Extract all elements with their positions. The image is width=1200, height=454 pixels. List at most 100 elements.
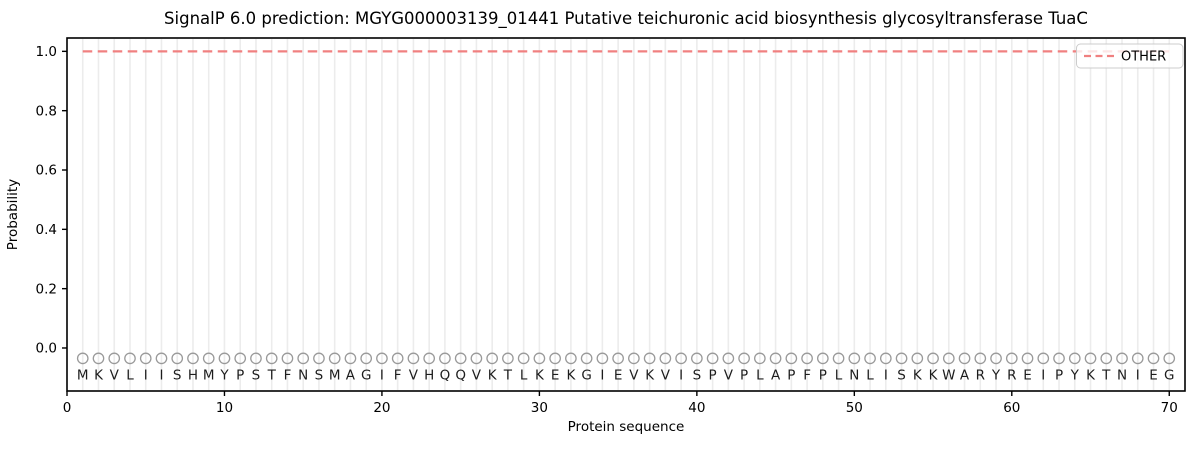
residue-marker-circle [659,352,672,365]
residue-marker-circle [313,352,325,365]
residue-letter: S [173,367,182,383]
chart-title: SignalP 6.0 prediction: MGYG000003139_01… [164,9,1088,29]
x-axis-ticks: 0 10 20 30 40 50 60 70 [63,391,1178,416]
residue-letter: V [409,367,419,383]
residue-marker-circle [549,352,561,365]
residue-marker-circle [753,352,766,365]
residue-letter: N [849,367,859,383]
residue-letter: N [1117,367,1127,383]
residue-letter: E [1023,367,1032,383]
residue-marker-circle [1116,352,1128,365]
residue-marker-circle [1021,352,1034,365]
residue-letter: I [159,367,163,383]
residue-letter: I [144,367,148,383]
legend: OTHER [1076,43,1184,69]
residue-letter: I [380,367,384,383]
legend-box [1076,43,1184,69]
residue-marker-circle [990,352,1002,365]
residue-letter: Y [219,367,229,383]
residue-marker-circle [895,352,908,365]
residue-letter: H [424,367,434,383]
residue-letter: R [976,367,985,383]
residue-letter: L [520,367,528,383]
residue-letter: K [488,367,498,383]
residue-letter: Y [1070,367,1080,383]
residue-marker-circle [297,352,310,365]
residue-marker-circle [879,352,892,365]
residue-letter: S [693,367,702,383]
residue-letter: F [394,367,402,383]
residue-letter: S [897,367,906,383]
residue-letter: L [835,367,843,383]
residue-letter: P [787,367,795,383]
residue-letter: S [315,367,324,383]
gridlines [81,39,1171,390]
residue-marker-circle [391,352,404,365]
legend-label: OTHER [1121,50,1166,65]
residue-letter: G [581,367,591,383]
residue-letter: E [614,367,623,383]
residue-marker-circle [832,352,845,365]
residue-letter: E [1149,367,1158,383]
residue-marker-circle [958,352,971,365]
residue-letter: Q [440,367,451,383]
y-tick-label: 0.4 [36,222,57,238]
residue-marker-circle [1005,352,1018,365]
residue-letter: W [942,367,955,383]
residue-marker-circle [502,352,514,365]
residue-marker-circle [234,352,247,365]
residue-marker-circle [643,352,656,365]
residue-letter: I [884,367,888,383]
residue-marker-circle [706,352,719,365]
residue-marker-circle [1100,352,1113,365]
residue-marker-circle [911,352,924,365]
residue-letter: S [252,367,261,383]
residue-marker-circle [265,352,278,365]
residue-marker-circle [1068,352,1081,365]
residue-letter: L [756,367,764,383]
residue-marker-circle [612,352,624,365]
residue-marker-circle [139,352,152,365]
y-tick-label: 1.0 [36,44,57,60]
residue-marker-circle [92,352,105,365]
residue-letter: T [1101,367,1111,383]
residue-letter: V [661,367,671,383]
plot-border [66,37,1186,392]
residue-letter: I [679,367,683,383]
x-axis-label: Protein sequence [568,419,685,435]
residue-marker-circle [439,352,451,365]
residue-letter: K [566,367,576,383]
residue-marker-circle [785,352,798,365]
residue-marker-circle [1084,352,1097,365]
residue-marker-circle [864,352,876,365]
residue-letter: K [929,367,939,383]
residue-marker-circle [628,352,640,365]
residue-marker-circle [202,352,215,365]
x-tick-label: 20 [373,400,390,416]
residue-letter: K [1086,367,1096,383]
residue-marker-circle [675,352,687,365]
residue-marker-circle [171,352,184,365]
residue-marker-circle [722,352,735,365]
residue-letter: F [284,367,292,383]
residue-letter: M [329,367,341,383]
residue-letter: G [361,367,371,383]
residue-marker-circle [187,352,199,365]
residue-letter: K [913,367,923,383]
residue-letter: T [267,367,277,383]
residue-letter: I [1041,367,1045,383]
residue-marker-circle [155,352,168,365]
residue-letter: N [298,367,308,383]
residue-marker-circle [1147,352,1160,365]
x-tick-label: 50 [846,400,863,416]
residue-marker-circle [376,352,388,365]
residue-letter: R [1007,367,1016,383]
residue-marker-circle [108,352,121,365]
residue-marker-circle [533,352,546,365]
residue-marker-circle [580,352,593,365]
residue-marker-circle [218,352,231,365]
residue-letter: M [77,367,89,383]
y-tick-label: 0.2 [36,281,57,297]
